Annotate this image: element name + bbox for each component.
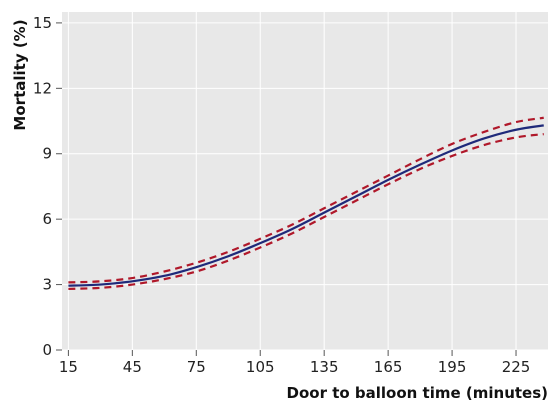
- grid-lines: [62, 12, 548, 351]
- x-tick-label: 135: [310, 358, 339, 376]
- plot-background: [62, 12, 548, 350]
- y-tick-label: 0: [42, 341, 52, 359]
- x-tick-label: 225: [502, 358, 531, 376]
- y-tick-label: 15: [33, 14, 52, 32]
- x-tick-label: 45: [123, 358, 142, 376]
- x-axis-title: Door to balloon time (minutes): [287, 384, 548, 402]
- x-tick-label: 15: [59, 358, 78, 376]
- y-tick-label: 12: [33, 79, 52, 97]
- y-tick-label: 6: [42, 210, 52, 228]
- y-axis-title: Mortality (%): [11, 19, 29, 130]
- tick-labels: 0 3 6 9 12 15 15 45 75 105 135 165 195 225: [33, 14, 530, 376]
- y-tick-label: 3: [42, 276, 52, 294]
- series-lines: [68, 116, 544, 291]
- x-tick-label: 105: [246, 358, 275, 376]
- x-tick-label: 195: [438, 358, 467, 376]
- y-tick-label: 9: [42, 145, 52, 163]
- x-tick-label: 75: [187, 358, 206, 376]
- x-tick-label: 165: [374, 358, 403, 376]
- estimate-line: [68, 124, 544, 287]
